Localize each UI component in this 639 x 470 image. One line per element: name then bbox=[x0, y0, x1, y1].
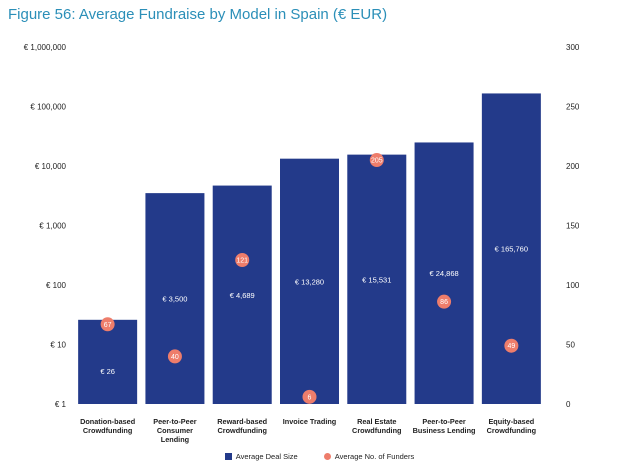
funders-dot-label: 205 bbox=[371, 158, 383, 165]
y-left-tick-label: € 1,000 bbox=[39, 222, 66, 231]
category-label: Business Lending bbox=[413, 426, 476, 435]
legend-item-deal-size: Average Deal Size bbox=[224, 452, 298, 461]
category-label: Lending bbox=[161, 435, 189, 444]
funders-dot-label: 67 bbox=[104, 322, 112, 329]
legend-label-deal-size: Average Deal Size bbox=[235, 452, 298, 461]
category-label: Reward-based bbox=[217, 417, 267, 426]
bar-value-label: € 24,868 bbox=[429, 269, 458, 278]
chart-title: Figure 56: Average Fundraise by Model in… bbox=[8, 6, 388, 23]
bar bbox=[414, 142, 474, 405]
category-label: Peer-to-Peer bbox=[153, 417, 197, 426]
funders-dot bbox=[437, 294, 452, 309]
y-left-tick-label: € 100,000 bbox=[30, 103, 66, 112]
category-label: Real Estate bbox=[357, 417, 396, 426]
funders-dot-label: 6 bbox=[308, 394, 312, 401]
y-right-tick-label: 250 bbox=[566, 103, 580, 112]
bar-value-label: € 4,689 bbox=[230, 291, 255, 300]
bar bbox=[78, 319, 138, 404]
y-right-tick-label: 0 bbox=[566, 400, 571, 409]
category-label: Crowdfunding bbox=[83, 426, 132, 435]
bar-value-label: € 15,531 bbox=[362, 275, 391, 284]
funders-dot-label: 121 bbox=[236, 258, 248, 265]
category-label: Equity-based bbox=[488, 417, 534, 426]
funders-dot-label: 40 bbox=[171, 354, 179, 361]
funders-dot bbox=[167, 349, 182, 364]
y-right-tick-label: 200 bbox=[566, 162, 580, 171]
category-label: Invoice Trading bbox=[283, 417, 337, 426]
funders-dot bbox=[302, 389, 317, 404]
bar bbox=[145, 193, 205, 404]
bar bbox=[347, 154, 407, 404]
funders-dot bbox=[100, 317, 115, 332]
funders-dot bbox=[504, 338, 519, 353]
y-right-tick-label: 100 bbox=[566, 281, 580, 290]
legend: Average Deal Size Average No. of Funders bbox=[0, 452, 639, 461]
funders-dot-label: 49 bbox=[507, 343, 515, 350]
y-right-tick-label: 300 bbox=[566, 43, 580, 52]
funders-dot bbox=[235, 253, 250, 268]
category-label: Peer-to-Peer bbox=[422, 417, 466, 426]
y-left-tick-label: € 10 bbox=[50, 341, 66, 350]
bar-value-label: € 13,280 bbox=[295, 277, 324, 286]
y-right-tick-label: 50 bbox=[566, 341, 575, 350]
y-left-tick-label: € 1 bbox=[55, 400, 67, 409]
bar-value-label: € 165,760 bbox=[495, 245, 528, 254]
legend-label-funders: Average No. of Funders bbox=[334, 452, 415, 461]
legend-item-funders: Average No. of Funders bbox=[323, 452, 415, 461]
category-label: Consumer bbox=[157, 426, 193, 435]
funders-dot bbox=[369, 153, 384, 168]
y-left-tick-label: € 100 bbox=[46, 281, 67, 290]
funders-dot-label: 86 bbox=[440, 299, 448, 306]
bar-value-label: € 3,500 bbox=[162, 295, 187, 304]
bar bbox=[280, 158, 339, 404]
category-label: Crowdfunding bbox=[352, 426, 401, 435]
chart: € 1,000,000€ 100,000€ 10,000€ 1,000€ 100… bbox=[24, 43, 580, 444]
category-label: Crowdfunding bbox=[217, 426, 266, 435]
legend-swatch-bar bbox=[224, 453, 232, 460]
category-label: Donation-based bbox=[80, 417, 135, 426]
bar bbox=[212, 185, 272, 404]
y-left-tick-label: € 1,000,000 bbox=[24, 43, 67, 52]
y-left-tick-label: € 10,000 bbox=[35, 162, 67, 171]
y-right-tick-label: 150 bbox=[566, 222, 580, 231]
bar-value-label: € 26 bbox=[100, 367, 115, 376]
category-label: Crowdfunding bbox=[487, 426, 536, 435]
legend-swatch-dot bbox=[323, 453, 331, 460]
